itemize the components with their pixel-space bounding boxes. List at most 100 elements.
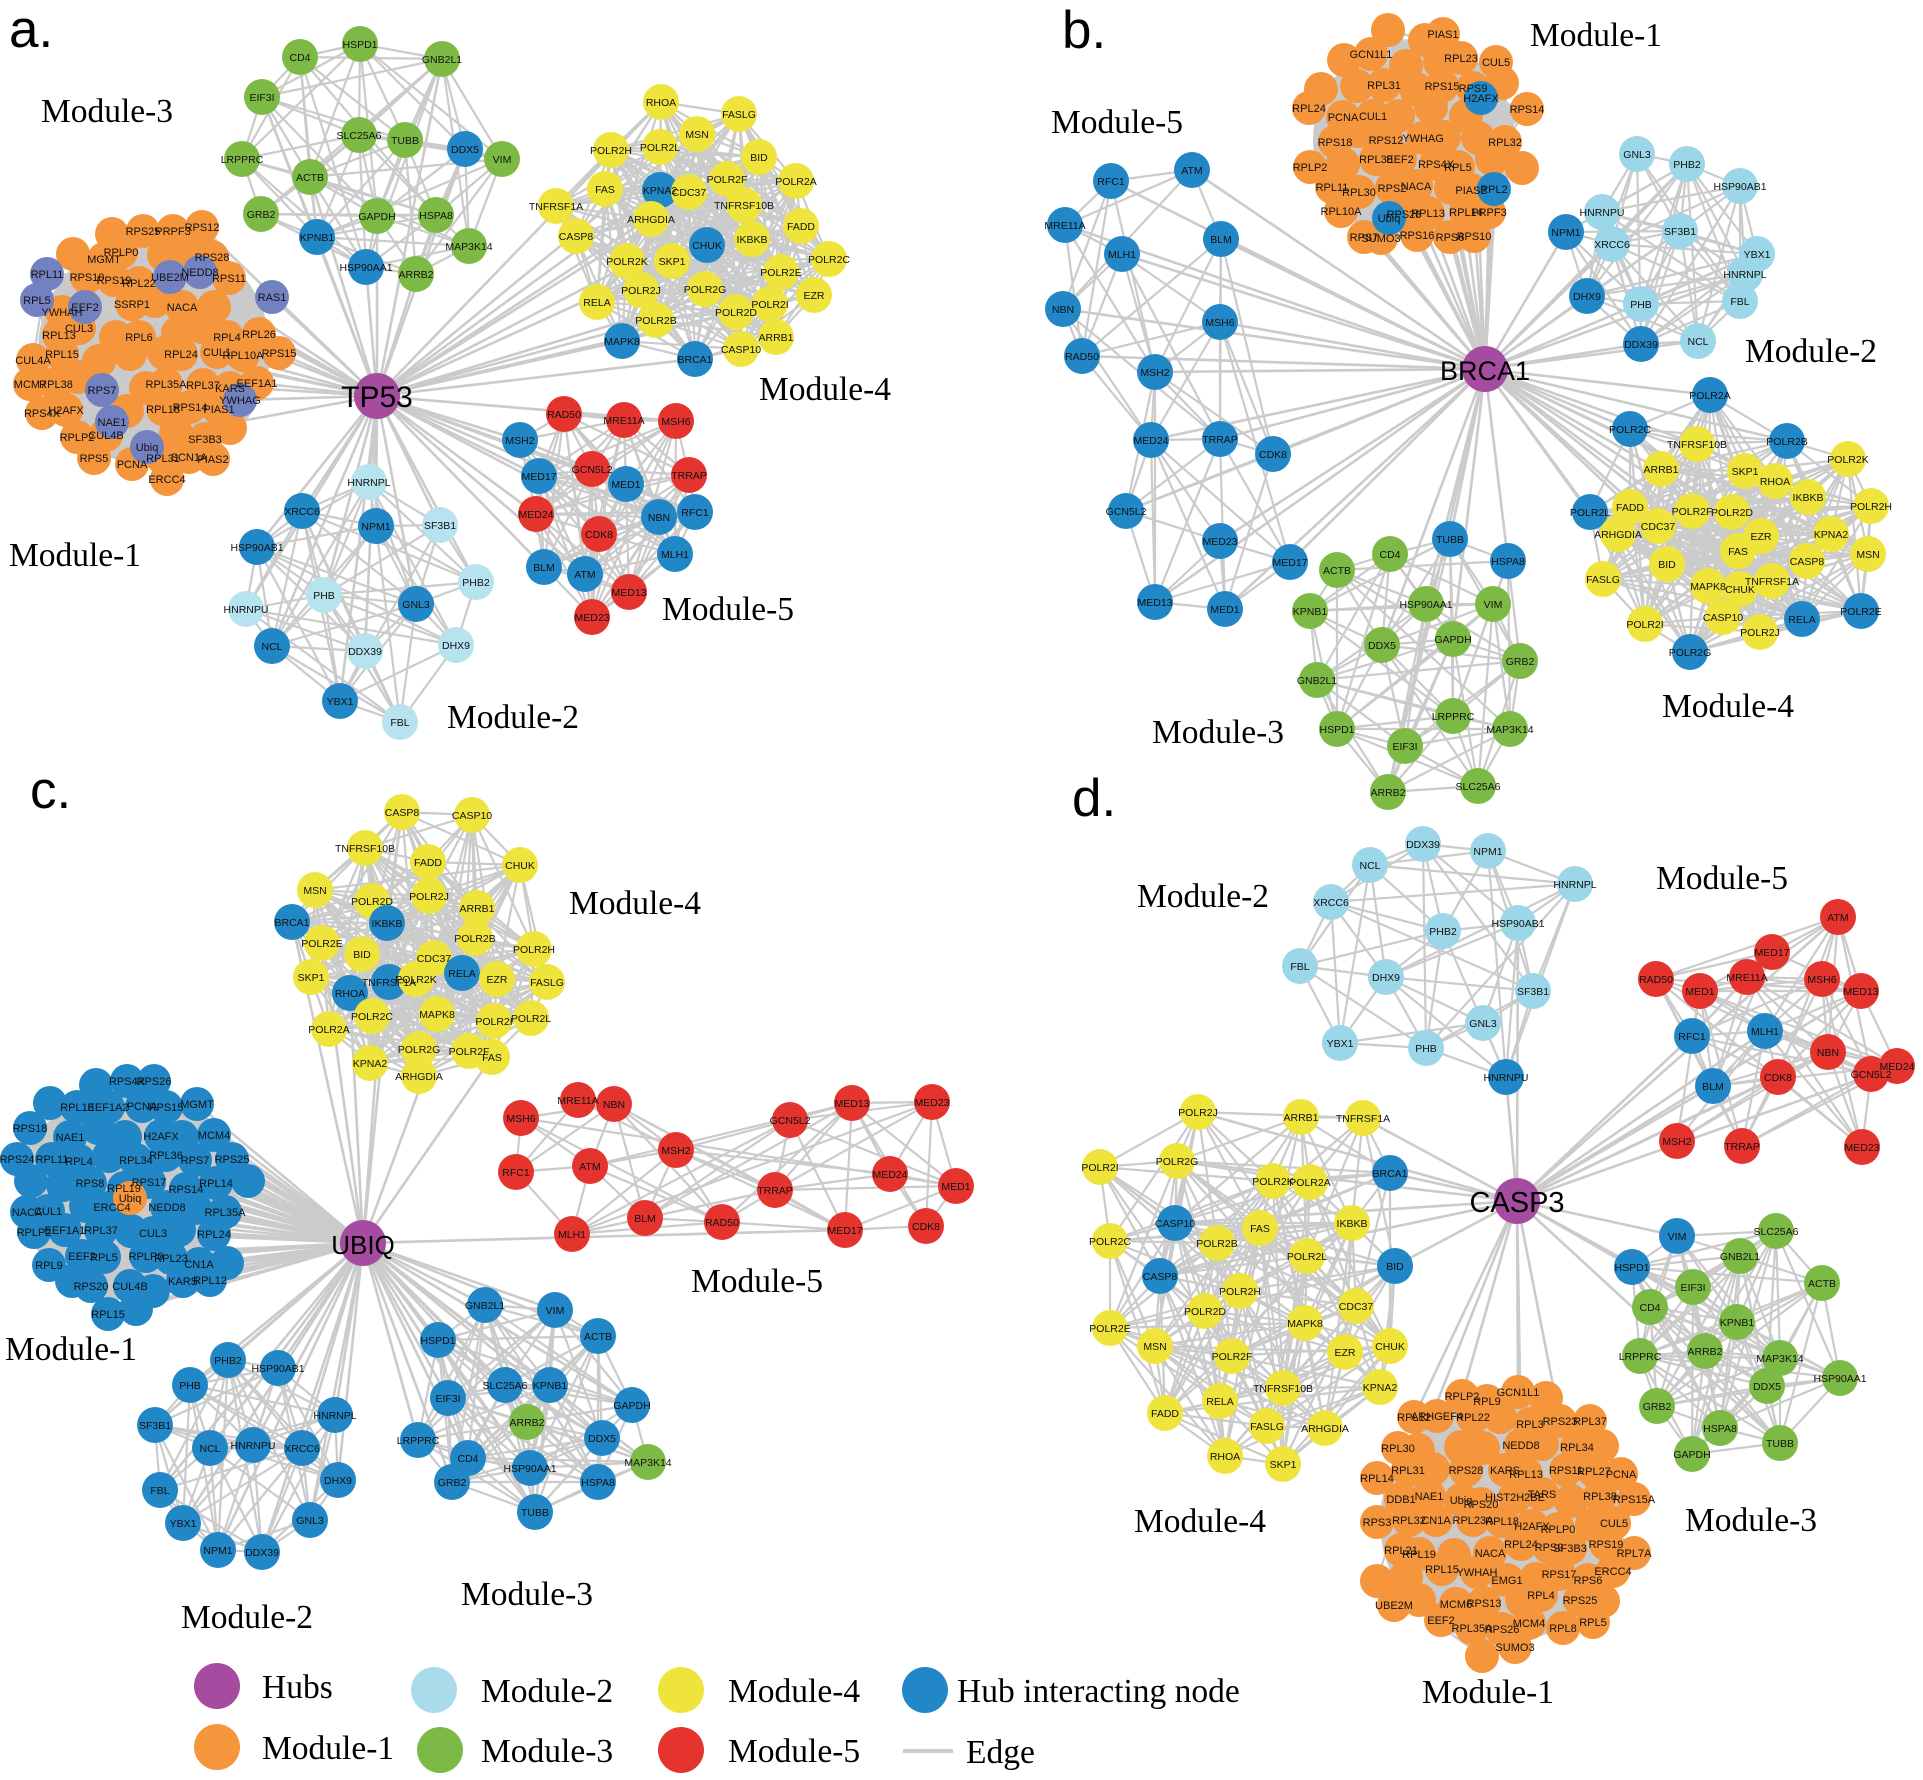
svg-text:MAP3K14: MAP3K14 — [624, 1457, 671, 1469]
svg-text:XRCC6: XRCC6 — [1313, 897, 1349, 909]
svg-text:ERCC4: ERCC4 — [93, 1202, 130, 1214]
svg-text:MAPK8: MAPK8 — [419, 1009, 455, 1021]
svg-text:SKP1: SKP1 — [298, 972, 325, 984]
svg-text:Hubs: Hubs — [262, 1669, 333, 1706]
svg-text:RPS14: RPS14 — [169, 1184, 204, 1196]
svg-text:FAS: FAS — [1728, 546, 1748, 558]
svg-text:RPL9: RPL9 — [35, 1260, 63, 1272]
svg-text:MED17: MED17 — [521, 471, 556, 483]
svg-text:HSP90AA1: HSP90AA1 — [503, 1463, 556, 1475]
svg-text:RPL5: RPL5 — [23, 295, 51, 307]
svg-text:RPL19: RPL19 — [107, 1183, 141, 1195]
svg-text:HNRNPU: HNRNPU — [231, 1440, 276, 1452]
svg-text:MED23: MED23 — [574, 612, 609, 624]
svg-text:ARRB2: ARRB2 — [1370, 787, 1405, 799]
svg-text:Module-4: Module-4 — [728, 1673, 860, 1710]
svg-text:RPL30: RPL30 — [1342, 187, 1376, 199]
svg-text:DDX5: DDX5 — [1753, 1381, 1781, 1393]
svg-text:GRB2: GRB2 — [438, 1477, 467, 1489]
svg-text:SCN1A: SCN1A — [171, 452, 208, 464]
svg-text:HSPA8: HSPA8 — [581, 1477, 615, 1489]
svg-text:ARRB2: ARRB2 — [509, 1417, 544, 1429]
svg-text:RPL3: RPL3 — [1516, 1419, 1544, 1431]
svg-text:CD4: CD4 — [1639, 1302, 1660, 1314]
svg-text:H2AFX: H2AFX — [143, 1131, 179, 1143]
svg-text:POLR2L: POLR2L — [1287, 1251, 1327, 1263]
svg-text:ARHGDIA: ARHGDIA — [1594, 529, 1642, 541]
svg-text:FASLG: FASLG — [722, 109, 756, 121]
svg-text:NACA: NACA — [12, 1207, 43, 1219]
svg-text:GAPDH: GAPDH — [358, 211, 395, 223]
svg-text:ARHGDIA: ARHGDIA — [395, 1071, 443, 1083]
svg-text:POLR2K: POLR2K — [1827, 454, 1868, 466]
svg-text:RPL14: RPL14 — [1360, 1473, 1394, 1485]
svg-text:RPS17: RPS17 — [132, 1177, 167, 1189]
svg-text:RPS10: RPS10 — [1457, 231, 1492, 243]
svg-text:Ubiq: Ubiq — [1378, 213, 1401, 225]
svg-text:MAPK8: MAPK8 — [604, 336, 640, 348]
svg-text:POLR2D: POLR2D — [351, 896, 393, 908]
svg-text:RPS15: RPS15 — [262, 348, 297, 360]
svg-text:RPL23: RPL23 — [154, 1253, 188, 1265]
svg-text:XRCC6: XRCC6 — [284, 506, 320, 518]
svg-text:TNFRSF1A: TNFRSF1A — [1745, 576, 1799, 588]
svg-text:ARRB2: ARRB2 — [398, 269, 433, 281]
svg-text:IKBKB: IKBKB — [737, 234, 768, 246]
svg-text:MLH1: MLH1 — [1108, 249, 1136, 261]
svg-text:RPL7A: RPL7A — [1617, 1548, 1653, 1560]
svg-text:Hub interacting node: Hub interacting node — [957, 1673, 1240, 1710]
svg-text:RPS12: RPS12 — [1369, 135, 1404, 147]
svg-text:RPS28: RPS28 — [1449, 1465, 1484, 1477]
svg-text:XRCC6: XRCC6 — [1594, 239, 1630, 251]
svg-text:GRB2: GRB2 — [247, 209, 276, 221]
svg-text:EEF1A1: EEF1A1 — [45, 1225, 86, 1237]
svg-text:RPL13: RPL13 — [1411, 208, 1445, 220]
svg-text:RPS13: RPS13 — [1467, 1598, 1502, 1610]
svg-text:GNL3: GNL3 — [296, 1515, 324, 1527]
svg-text:SLC25A6: SLC25A6 — [337, 130, 382, 142]
svg-text:GRB2: GRB2 — [1506, 656, 1535, 668]
svg-text:PHB2: PHB2 — [462, 577, 490, 589]
svg-text:POLR2F: POLR2F — [707, 174, 748, 186]
svg-text:BLM: BLM — [1702, 1081, 1724, 1093]
svg-text:CASP8: CASP8 — [1143, 1271, 1178, 1283]
svg-text:KPNB1: KPNB1 — [1720, 1317, 1755, 1329]
svg-text:MSN: MSN — [303, 885, 326, 897]
svg-text:CDC37: CDC37 — [1339, 1301, 1374, 1313]
svg-text:POLR2F: POLR2F — [1672, 506, 1713, 518]
svg-text:POLR2D: POLR2D — [715, 307, 757, 319]
svg-text:HNRNPL: HNRNPL — [347, 477, 390, 489]
svg-text:BRCA1: BRCA1 — [1372, 1168, 1407, 1180]
svg-text:RAS1: RAS1 — [258, 292, 287, 304]
svg-text:BLM: BLM — [533, 562, 555, 574]
svg-text:ARRB1: ARRB1 — [459, 903, 494, 915]
svg-text:RPL27: RPL27 — [1577, 1466, 1611, 1478]
svg-text:RAD50: RAD50 — [705, 1217, 739, 1229]
svg-text:RPL14: RPL14 — [1449, 207, 1483, 219]
svg-text:GCN5L2: GCN5L2 — [1851, 1069, 1892, 1081]
svg-text:RPL36: RPL36 — [149, 1150, 183, 1162]
svg-text:PRPF3: PRPF3 — [155, 226, 190, 238]
svg-text:Module-3: Module-3 — [41, 93, 173, 130]
svg-text:BID: BID — [353, 949, 371, 961]
svg-text:HSPA8: HSPA8 — [419, 210, 453, 222]
svg-text:GNB2L1: GNB2L1 — [1297, 675, 1337, 687]
svg-text:TUBB: TUBB — [1436, 534, 1464, 546]
svg-text:RPL32: RPL32 — [1392, 1515, 1426, 1527]
svg-text:DDX5: DDX5 — [1368, 640, 1396, 652]
svg-text:RPL14: RPL14 — [199, 1178, 233, 1190]
svg-text:H2AFX: H2AFX — [48, 405, 84, 417]
svg-text:RHOA: RHOA — [1760, 476, 1790, 488]
svg-text:KPNB1: KPNB1 — [533, 1380, 568, 1392]
svg-text:RELA: RELA — [448, 968, 475, 980]
svg-text:RPLP2: RPLP2 — [1445, 1391, 1480, 1403]
svg-text:RPS9: RPS9 — [1535, 1542, 1564, 1554]
svg-text:NAE1: NAE1 — [98, 417, 127, 429]
svg-text:FADD: FADD — [1616, 502, 1644, 514]
svg-text:RPS8: RPS8 — [76, 1178, 105, 1190]
svg-text:TUBB: TUBB — [521, 1507, 549, 1519]
svg-text:MRE11A: MRE11A — [1044, 220, 1085, 232]
svg-text:ARRB1: ARRB1 — [1643, 464, 1678, 476]
svg-text:POLR2C: POLR2C — [351, 1011, 393, 1023]
svg-text:Module-4: Module-4 — [1134, 1503, 1266, 1540]
